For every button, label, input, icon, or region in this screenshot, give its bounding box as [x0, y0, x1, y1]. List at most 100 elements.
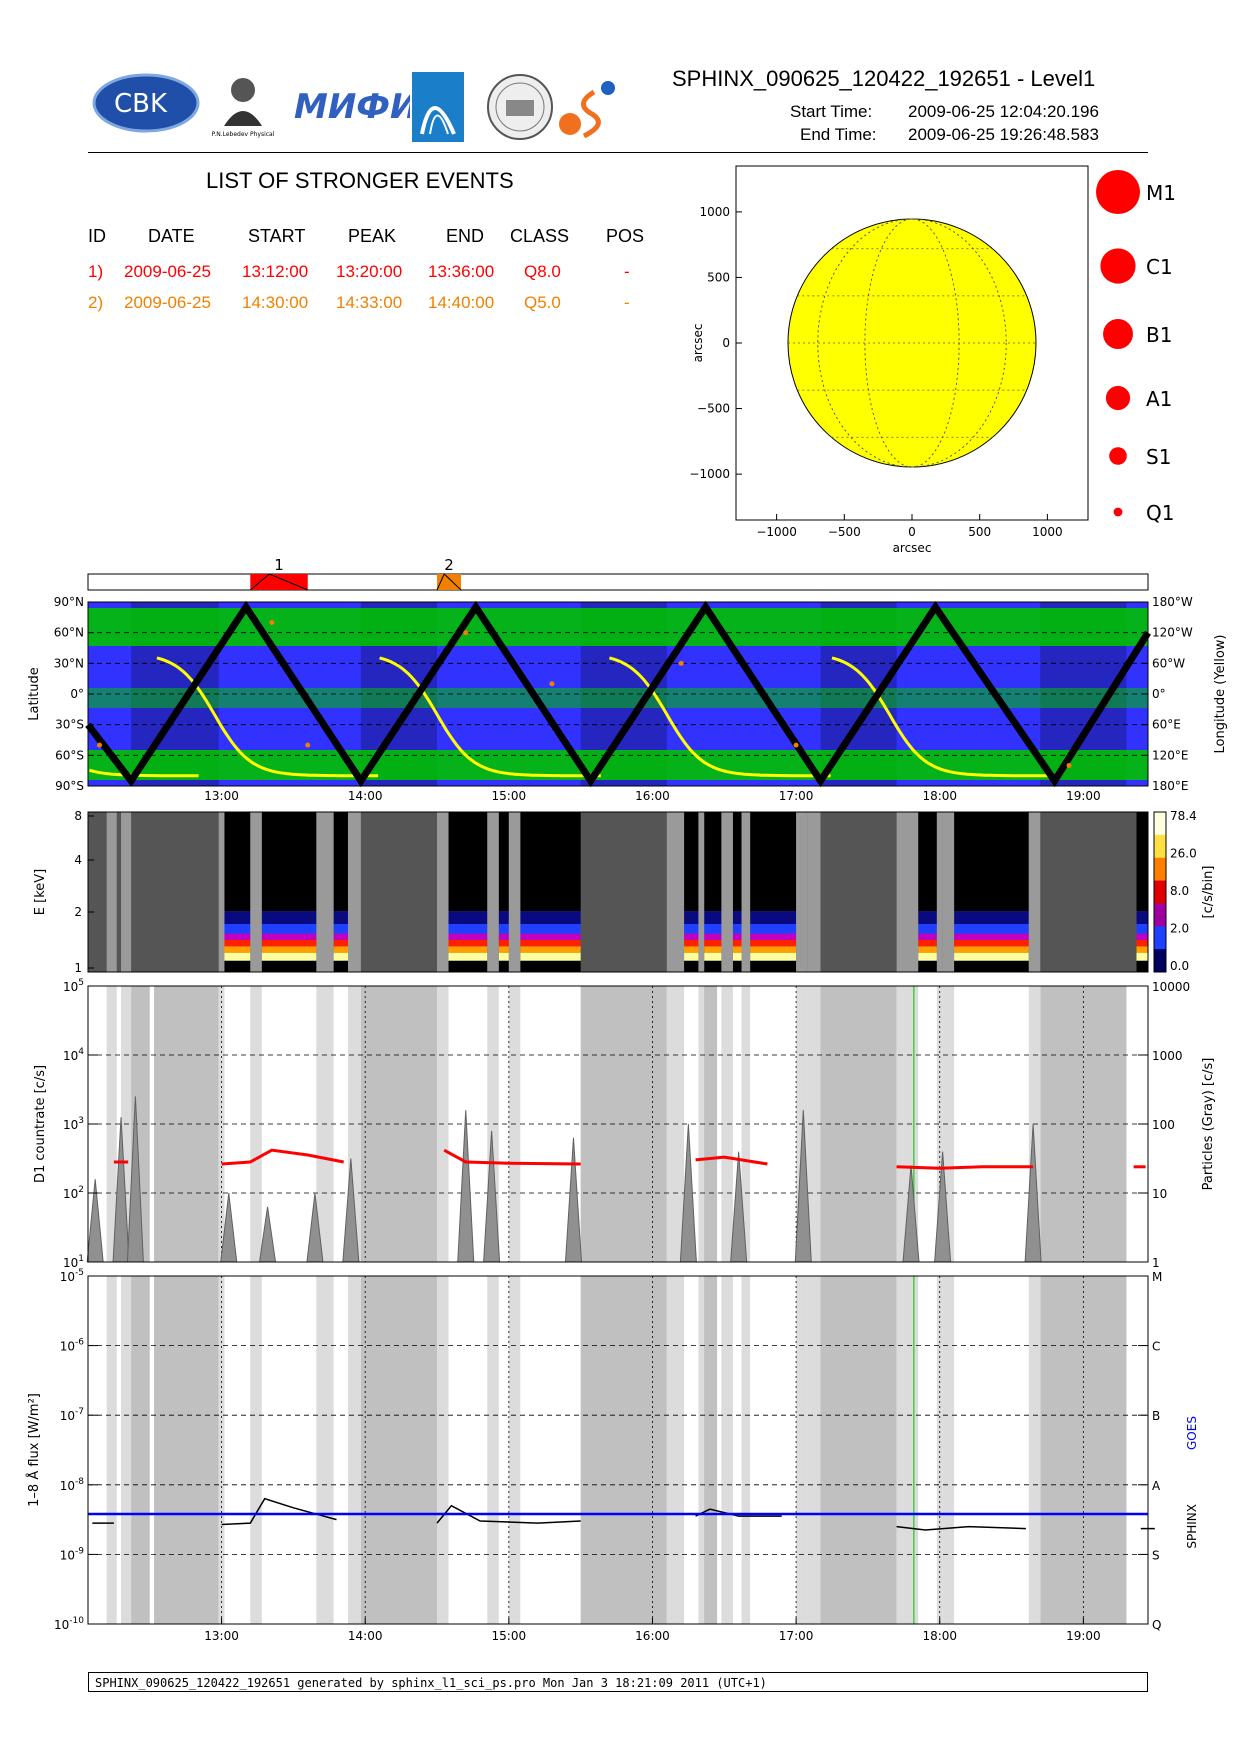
flux-tick-label-left: 10-7: [60, 1407, 84, 1423]
lebedev-logo: P.N.Lebedev Physical: [212, 70, 275, 145]
data-gap-shade-light: [1028, 1276, 1041, 1624]
orbit-ylabel-right: Longitude (Yellow): [1213, 635, 1228, 754]
colorbar-segment: [1154, 880, 1166, 904]
size-legend-dot: [1100, 248, 1136, 284]
data-gap-shade-light: [698, 1276, 705, 1624]
spectrogram-band: [1136, 946, 1148, 953]
spectrogram-band: [221, 933, 251, 940]
spectrogram-band: [448, 960, 488, 972]
spectrogram-band: [704, 812, 722, 912]
time-tick-label-top: 19:00: [1066, 789, 1101, 803]
spectrogram-gap: [807, 812, 821, 972]
spectrogram-band: [498, 812, 509, 912]
track-event-dot: [1066, 763, 1072, 769]
spectrogram-band: [704, 946, 722, 953]
countrate-ylabel-right: Particles (Gray) [c/s]: [1201, 1058, 1216, 1191]
spectrogram-band: [333, 946, 348, 953]
event2-pos: -: [624, 293, 630, 312]
spectrogram-band: [333, 911, 348, 924]
count-tick-label-right: 100: [1152, 1118, 1175, 1132]
countrate-line: [896, 1165, 1034, 1170]
col-pos: POS: [606, 226, 645, 246]
time-tick-label-bottom: 15:00: [492, 1629, 527, 1643]
colorbar-tick-label: 78.4: [1170, 809, 1197, 823]
countrate-line: [443, 1148, 581, 1166]
lon-tick-label: 120°W: [1152, 626, 1193, 640]
col-class: CLASS: [510, 226, 570, 246]
spectrogram-band: [704, 960, 722, 972]
page-title: SPHINX_090625_120422_192651 - Level1: [672, 66, 1096, 91]
svg-text:CBK: CBK: [114, 89, 168, 119]
sphinx-flux-line: [436, 1504, 581, 1524]
spectrogram-band: [221, 924, 251, 934]
colorbar-tick-label: 2.0: [1170, 922, 1189, 936]
spectrogram-band: [918, 924, 937, 934]
longitude-curve: [89, 768, 199, 778]
count-tick-label-left: 104: [63, 1047, 84, 1063]
spectrogram-gap: [936, 812, 943, 972]
meridian-line: [817, 218, 1007, 468]
miphi-logo: MИФИ: [290, 84, 418, 133]
lon-tick-label: 60°E: [1152, 718, 1181, 732]
colorbar-segment: [1154, 926, 1166, 950]
sphinx-flux-line: [896, 1525, 1026, 1531]
spectrogram-band: [498, 911, 509, 924]
spectrogram-band: [750, 812, 797, 912]
spectrogram-gap: [508, 812, 521, 972]
flux-tick-label-left: 10-9: [60, 1546, 85, 1562]
event-marker-label: 2: [444, 556, 454, 574]
spectrogram-band: [954, 952, 1029, 961]
spectrogram-band: [498, 940, 509, 947]
spectrogram-band: [732, 940, 742, 947]
data-gap-shade-light: [741, 1276, 751, 1624]
size-legend-label: C1: [1146, 255, 1173, 279]
spectrogram-band: [684, 933, 699, 940]
data-gap-shade-light: [796, 1276, 808, 1624]
time-tick-label-top: 15:00: [492, 789, 527, 803]
spectrogram-gap: [106, 812, 117, 972]
spectrogram-band: [684, 812, 699, 912]
lat-tick-label: 60°S: [55, 748, 84, 762]
spectrogram-gap: [218, 812, 225, 972]
cbk-logo: CBK: [86, 72, 206, 139]
data-gap-shade-light: [721, 1276, 733, 1624]
legend-sphinx: SPHINX: [1185, 1504, 1199, 1549]
particle-spike: [457, 1110, 475, 1263]
end-time-value: 2009-06-25 19:26:48.583: [908, 125, 1099, 144]
spectrogram-band: [520, 933, 581, 940]
spectrogram-band: [954, 924, 1029, 934]
event2-id: 2): [88, 293, 104, 312]
count-tick-label-right: 1000: [1152, 1049, 1183, 1063]
svg-text:P.N.Lebedev Physical: P.N.Lebedev Physical: [212, 131, 274, 138]
energy-tick-label: 2: [74, 905, 82, 919]
spectrogram-band: [520, 924, 581, 934]
data-gap-shade-light: [936, 986, 943, 1262]
colorbar: 78.4 26.0 8.0 2.0 0.0: [1153, 809, 1197, 973]
data-gap-shade-light: [437, 1276, 449, 1624]
spectrogram-band: [221, 812, 251, 912]
spectrogram-band: [918, 960, 937, 972]
data-gap-shade: [360, 1276, 438, 1624]
count-tick-label-right: 10: [1152, 1187, 1167, 1201]
sun-xtick-label: −1000: [756, 525, 797, 539]
spectrogram-band: [448, 946, 488, 953]
data-gap-shade-light: [218, 1276, 225, 1624]
data-gap-shade-light: [218, 986, 225, 1262]
time-tick-label-bottom: 19:00: [1066, 1629, 1101, 1643]
legend-goes: GOES: [1185, 1416, 1199, 1450]
spectrogram-band: [1136, 911, 1148, 924]
flux-class-label: C: [1152, 1340, 1160, 1354]
data-gap-shade-light: [807, 1276, 821, 1624]
spectrogram-band: [704, 911, 722, 924]
footer: SPHINX_090625_120422_192651 generated by…: [88, 1672, 1148, 1692]
spectrogram-gap: [698, 812, 705, 972]
sun-xlabel: arcsec: [893, 541, 932, 555]
spectrogram-gap: [487, 812, 499, 972]
s-logo: [554, 74, 624, 149]
event-marker: [250, 574, 308, 590]
lat-tick-label: 90°S: [55, 779, 84, 793]
spectrogram-band: [704, 924, 722, 934]
spectrogram-band: [684, 911, 699, 924]
spectrogram-band: [333, 952, 348, 961]
spectrogram-band: [704, 952, 722, 961]
